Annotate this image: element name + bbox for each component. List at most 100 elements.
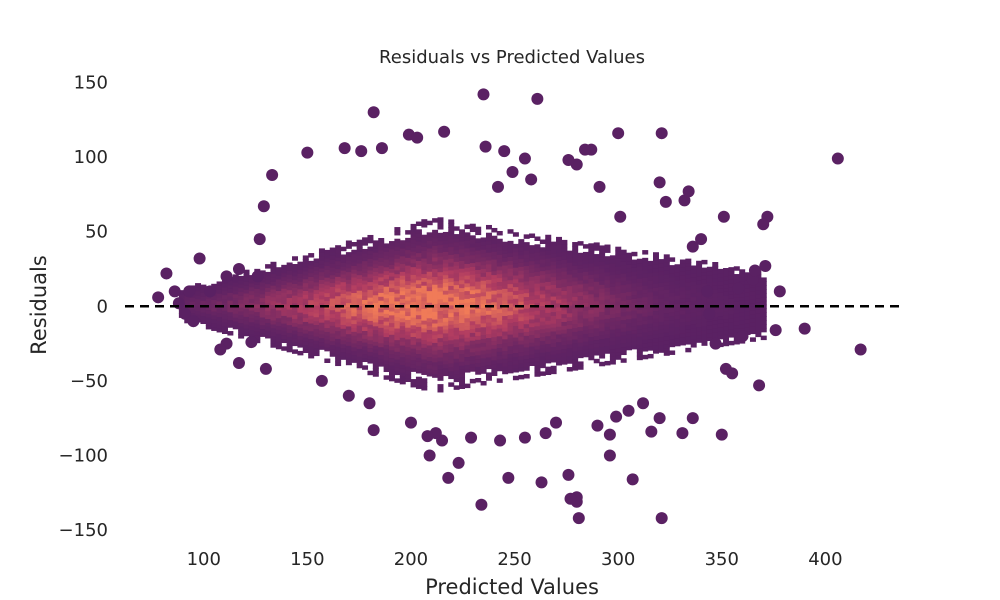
density-cell [642, 347, 649, 352]
density-cell [453, 369, 460, 375]
density-cell [561, 356, 568, 361]
data-point [491, 180, 504, 193]
density-cell [195, 294, 202, 300]
density-cell [270, 327, 277, 333]
density-cell [432, 280, 439, 285]
density-cell [534, 279, 541, 284]
density-cell [577, 334, 584, 339]
density-cell [254, 307, 261, 313]
density-cell [415, 357, 422, 362]
density-cell [561, 333, 568, 338]
density-cell [329, 313, 336, 318]
density-cell [265, 279, 272, 285]
density-cell [383, 282, 390, 287]
density-cell [566, 324, 573, 329]
density-cell [480, 318, 487, 324]
density-cell [620, 338, 627, 344]
density-cell [485, 294, 492, 300]
density-cell [388, 279, 395, 285]
density-cell [582, 275, 589, 280]
density-cell [701, 271, 708, 276]
density-cell [421, 261, 428, 267]
density-cell [313, 316, 320, 322]
density-cell [566, 347, 573, 353]
data-point [831, 152, 844, 165]
density-cell [717, 315, 724, 320]
density-cell [335, 260, 342, 266]
density-cell [302, 270, 309, 276]
density-cell [652, 283, 659, 288]
data-point [525, 173, 538, 186]
density-cell [459, 256, 466, 261]
density-cell [577, 318, 584, 324]
density-cell [297, 343, 304, 348]
density-cell [302, 317, 309, 322]
density-cell [566, 304, 573, 310]
density-cell [227, 311, 234, 317]
density-cell [550, 253, 557, 258]
density-cell [238, 275, 245, 281]
density-cell [351, 280, 358, 286]
density-cell [329, 290, 336, 295]
density-cell [626, 279, 633, 285]
density-cell [405, 303, 412, 309]
density-cell [475, 335, 482, 340]
density-cell [566, 277, 573, 283]
density-cell [302, 313, 309, 319]
density-cell [405, 373, 412, 379]
density-cell [723, 330, 730, 335]
density-cell [421, 242, 428, 247]
density-cell [340, 285, 347, 290]
density-cell [485, 318, 492, 323]
density-cell [367, 339, 374, 345]
density-cell [480, 280, 487, 285]
density-cell [582, 271, 589, 276]
density-cell [388, 241, 395, 246]
density-cell [469, 266, 476, 271]
density-cell [739, 308, 746, 313]
density-cell [308, 268, 315, 274]
density-cell [313, 343, 320, 349]
density-cell [459, 299, 466, 304]
density-cell [329, 251, 336, 256]
density-cell [507, 322, 514, 327]
density-cell [685, 309, 692, 314]
density-cell [706, 282, 713, 287]
density-cell [367, 300, 374, 306]
density-cell [728, 325, 735, 330]
density-cell [286, 324, 293, 330]
density-cell [351, 323, 358, 328]
density-cell [620, 327, 627, 332]
density-cell [609, 309, 616, 315]
density-cell [410, 379, 417, 384]
density-cell [609, 348, 616, 353]
density-cell [329, 348, 336, 353]
density-cell [539, 355, 546, 361]
density-cell [529, 334, 536, 339]
density-cell [275, 305, 282, 311]
density-cell [302, 329, 309, 334]
density-cell [588, 313, 595, 318]
density-cell [507, 279, 514, 285]
density-cell [491, 293, 498, 299]
density-cell [588, 266, 595, 272]
density-cell [308, 280, 315, 285]
density-cell [647, 299, 654, 305]
density-cell [437, 240, 444, 246]
density-cell [388, 252, 395, 258]
density-cell [485, 325, 492, 331]
density-cell [432, 241, 439, 246]
density-cell [329, 255, 336, 260]
density-cell [550, 358, 557, 363]
data-point [655, 127, 668, 140]
density-cell [658, 348, 665, 353]
density-cell [512, 286, 519, 292]
density-cell [529, 287, 536, 293]
density-cell [432, 303, 439, 308]
density-cell [760, 277, 767, 282]
density-cell [297, 339, 304, 344]
density-cell [345, 275, 352, 280]
density-cell [480, 338, 487, 343]
density-cell [512, 263, 519, 268]
data-point [367, 106, 380, 119]
